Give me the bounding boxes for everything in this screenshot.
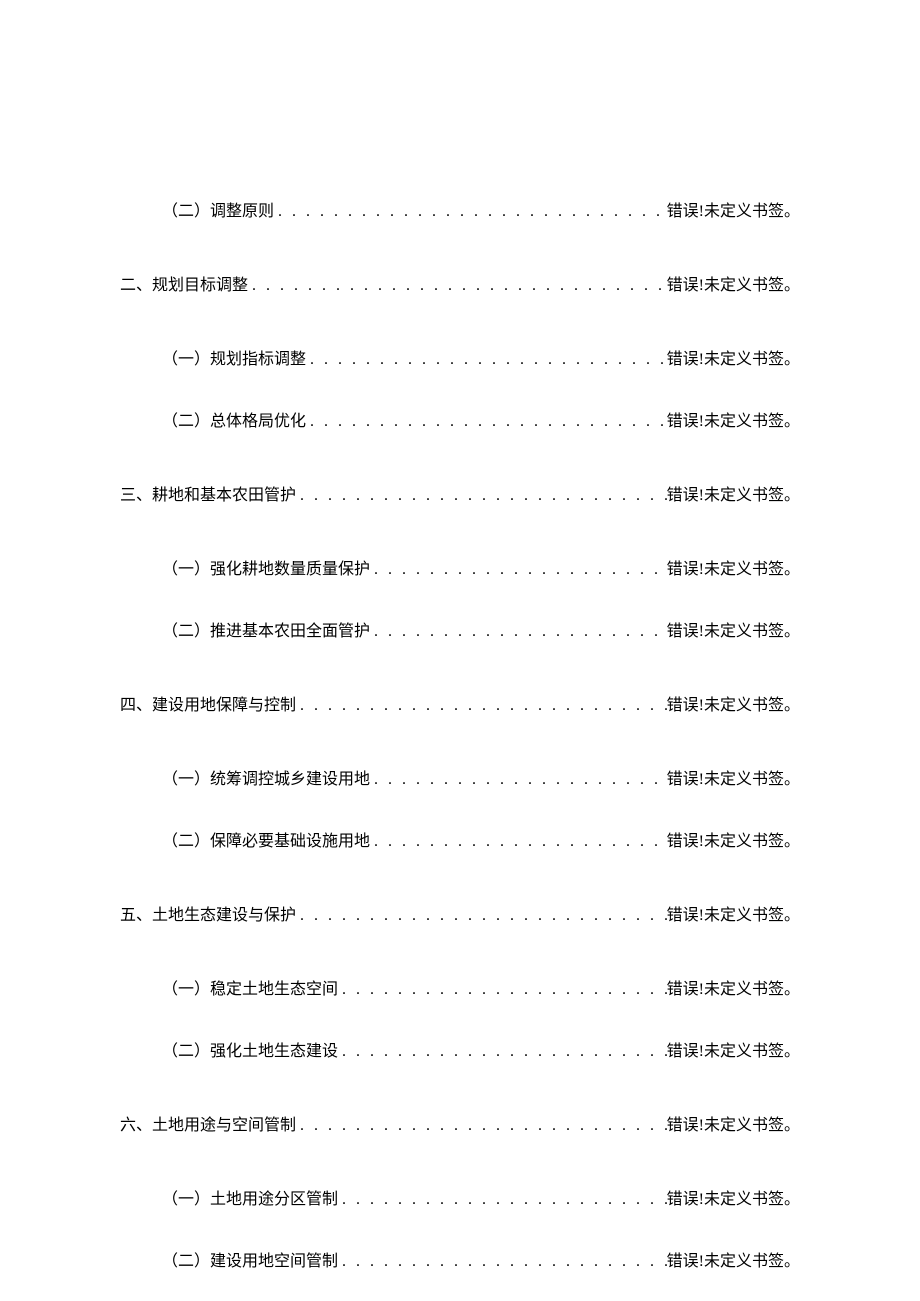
toc-entry-label: 二、规划目标调整	[120, 274, 248, 298]
toc-entry: （二）保障必要基础设施用地. . . . . . . . . . . . . .…	[162, 830, 800, 854]
toc-entry-label: 五、土地生态建设与保护	[120, 904, 296, 928]
toc-dot-leader: . . . . . . . . . . . . . . . . . . . . …	[296, 694, 667, 718]
toc-entry-label: （二）推进基本农田全面管护	[162, 620, 370, 644]
toc-entry: 五、土地生态建设与保护. . . . . . . . . . . . . . .…	[120, 904, 800, 928]
toc-dot-leader: . . . . . . . . . . . . . . . . . . . . …	[248, 274, 667, 298]
toc-entry-label: （一）稳定土地生态空间	[162, 978, 338, 1002]
toc-entry-label: （二）保障必要基础设施用地	[162, 830, 370, 854]
toc-entry-label: （一）强化耕地数量质量保护	[162, 558, 370, 582]
toc-dot-leader: . . . . . . . . . . . . . . . . . . . . …	[274, 200, 667, 224]
toc-dot-leader: . . . . . . . . . . . . . . . . . . . . …	[338, 978, 667, 1002]
toc-entry-page: 错误!未定义书签。	[667, 978, 800, 1002]
toc-entry: （二）总体格局优化. . . . . . . . . . . . . . . .…	[162, 410, 800, 434]
toc-entry-page: 错误!未定义书签。	[667, 694, 800, 718]
toc-entry-label: （二）强化土地生态建设	[162, 1040, 338, 1064]
toc-entry-page: 错误!未定义书签。	[667, 904, 800, 928]
toc-dot-leader: . . . . . . . . . . . . . . . . . . . . …	[296, 1114, 667, 1138]
toc-entry-label: （二）建设用地空间管制	[162, 1250, 338, 1274]
toc-entry: （一）土地用途分区管制. . . . . . . . . . . . . . .…	[162, 1188, 800, 1212]
toc-entry-label: 六、土地用途与空间管制	[120, 1114, 296, 1138]
toc-entry-page: 错误!未定义书签。	[667, 274, 800, 298]
toc-entry-page: 错误!未定义书签。	[667, 558, 800, 582]
toc-entry: （一）稳定土地生态空间. . . . . . . . . . . . . . .…	[162, 978, 800, 1002]
toc-entry: （二）推进基本农田全面管护. . . . . . . . . . . . . .…	[162, 620, 800, 644]
toc-entry-page: 错误!未定义书签。	[667, 620, 800, 644]
toc-entry-page: 错误!未定义书签。	[667, 200, 800, 224]
toc-entry: 四、建设用地保障与控制. . . . . . . . . . . . . . .…	[120, 694, 800, 718]
toc-entry-label: 三、耕地和基本农田管护	[120, 484, 296, 508]
toc-dot-leader: . . . . . . . . . . . . . . . . . . . . …	[338, 1250, 667, 1274]
toc-entry-label: （一）规划指标调整	[162, 348, 306, 372]
toc-entry-label: （二）总体格局优化	[162, 410, 306, 434]
toc-entry: 六、土地用途与空间管制. . . . . . . . . . . . . . .…	[120, 1114, 800, 1138]
toc-entry-label: （一）土地用途分区管制	[162, 1188, 338, 1212]
toc-entry-page: 错误!未定义书签。	[667, 1114, 800, 1138]
toc-entry-label: （二）调整原则	[162, 200, 274, 224]
toc-dot-leader: . . . . . . . . . . . . . . . . . . . . …	[296, 484, 667, 508]
toc-dot-leader: . . . . . . . . . . . . . . . . . . . . …	[370, 768, 667, 792]
toc-dot-leader: . . . . . . . . . . . . . . . . . . . . …	[306, 348, 667, 372]
toc-entry-page: 错误!未定义书签。	[667, 1250, 800, 1274]
toc-dot-leader: . . . . . . . . . . . . . . . . . . . . …	[338, 1040, 667, 1064]
toc-entry-page: 错误!未定义书签。	[667, 348, 800, 372]
toc-entry: （一）统筹调控城乡建设用地. . . . . . . . . . . . . .…	[162, 768, 800, 792]
toc-entry: 三、耕地和基本农田管护. . . . . . . . . . . . . . .…	[120, 484, 800, 508]
toc-entry-page: 错误!未定义书签。	[667, 410, 800, 434]
toc-dot-leader: . . . . . . . . . . . . . . . . . . . . …	[338, 1188, 667, 1212]
toc-dot-leader: . . . . . . . . . . . . . . . . . . . . …	[296, 904, 667, 928]
toc-dot-leader: . . . . . . . . . . . . . . . . . . . . …	[370, 558, 667, 582]
table-of-contents: （二）调整原则. . . . . . . . . . . . . . . . .…	[120, 200, 800, 1274]
toc-entry-page: 错误!未定义书签。	[667, 1188, 800, 1212]
toc-entry: （二）强化土地生态建设. . . . . . . . . . . . . . .…	[162, 1040, 800, 1064]
toc-entry-page: 错误!未定义书签。	[667, 830, 800, 854]
toc-entry-label: 四、建设用地保障与控制	[120, 694, 296, 718]
toc-entry: （二）调整原则. . . . . . . . . . . . . . . . .…	[162, 200, 800, 224]
toc-entry: 二、规划目标调整. . . . . . . . . . . . . . . . …	[120, 274, 800, 298]
toc-entry: （一）强化耕地数量质量保护. . . . . . . . . . . . . .…	[162, 558, 800, 582]
toc-dot-leader: . . . . . . . . . . . . . . . . . . . . …	[306, 410, 667, 434]
toc-entry-label: （一）统筹调控城乡建设用地	[162, 768, 370, 792]
toc-entry: （一）规划指标调整. . . . . . . . . . . . . . . .…	[162, 348, 800, 372]
toc-entry-page: 错误!未定义书签。	[667, 1040, 800, 1064]
toc-dot-leader: . . . . . . . . . . . . . . . . . . . . …	[370, 830, 667, 854]
toc-entry-page: 错误!未定义书签。	[667, 768, 800, 792]
toc-entry-page: 错误!未定义书签。	[667, 484, 800, 508]
toc-entry: （二）建设用地空间管制. . . . . . . . . . . . . . .…	[162, 1250, 800, 1274]
toc-dot-leader: . . . . . . . . . . . . . . . . . . . . …	[370, 620, 667, 644]
